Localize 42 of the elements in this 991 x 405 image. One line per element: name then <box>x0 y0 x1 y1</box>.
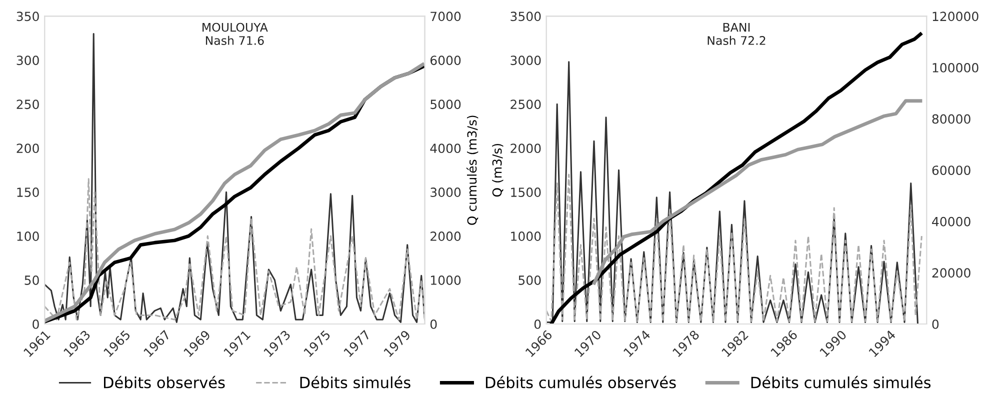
line-series <box>592 99 922 285</box>
text: MOULOUYA Nash 71.6 <box>202 22 268 45</box>
legend-label: Débits cumulés simulés <box>751 376 931 388</box>
line-series <box>44 178 425 320</box>
legend-label: Débits observés <box>104 376 225 388</box>
legend-label: Débits cumulés observés <box>486 376 676 388</box>
y-tick-label: 2500 <box>510 100 541 110</box>
y-tick-label: 250 <box>16 100 39 110</box>
y2-tick-label: 5000 <box>430 100 461 110</box>
y2-tick-label: 0 <box>932 319 939 329</box>
y2-tick-label: 7000 <box>430 12 461 22</box>
y2-tick-label: 20000 <box>932 268 970 278</box>
y-tick-label: 3000 <box>510 56 541 66</box>
text: BANI Nash 72.2 <box>708 22 766 45</box>
y2-tick-label: 4000 <box>430 144 461 154</box>
y2-tick-label: 1000 <box>430 276 461 285</box>
y-tick-label: 500 <box>518 276 541 285</box>
y-tick-label: 0 <box>32 319 39 329</box>
y-tick-label: 1500 <box>511 188 541 198</box>
y2-tick-label: 0 <box>430 319 437 329</box>
y-tick-label: 2000 <box>510 144 541 154</box>
y2-tick-label: 100000 <box>932 62 978 72</box>
y-tick-label: 150 <box>17 188 39 198</box>
y-axis-title: Q (m3/s) <box>492 144 504 197</box>
y2-tick-label: 120000 <box>932 12 978 22</box>
y2-tick-label: 80000 <box>932 114 970 124</box>
y2-tick-label: 60000 <box>932 166 970 176</box>
legend-label: Débits simulés <box>300 376 410 388</box>
y2-tick-label: 2000 <box>430 232 461 241</box>
y2-tick-label: 3000 <box>430 188 461 198</box>
line-series <box>546 174 922 322</box>
y-tick-label: 3500 <box>510 12 541 22</box>
y-tick-label: 350 <box>16 12 39 22</box>
y2-tick-label: 6000 <box>430 56 461 66</box>
y-tick-label: 300 <box>16 56 39 66</box>
y-tick-label: 200 <box>16 144 39 154</box>
y2-axis-title: Q cumulés (m3/s) <box>466 116 478 225</box>
y2-tick-label: 40000 <box>932 216 970 226</box>
y-tick-label: 100 <box>17 232 39 241</box>
y-tick-label: 0 <box>534 319 541 329</box>
y-tick-label: 50 <box>24 276 39 285</box>
y-tick-label: 1000 <box>511 232 541 241</box>
